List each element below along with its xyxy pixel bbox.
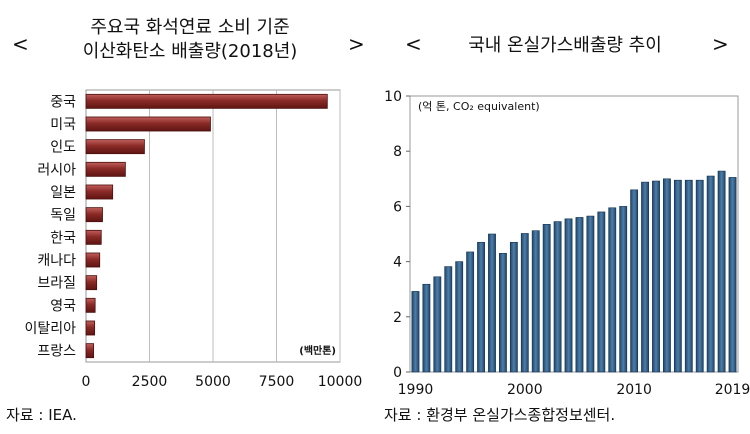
right-bar	[488, 233, 496, 373]
right-bar	[652, 180, 660, 373]
right-bar	[531, 230, 540, 373]
right-chart-title: 국내 온실가스배출량 추이	[468, 35, 662, 56]
right-bar	[553, 221, 562, 373]
right-x-tick-label: 1990	[398, 382, 434, 398]
right-x-tick-label: 2000	[507, 382, 543, 398]
right-bar	[586, 215, 595, 373]
right-bar	[455, 261, 464, 373]
right-y-tick-label: 0	[393, 365, 402, 381]
left-bar	[85, 297, 96, 313]
right-source-note: 자료 : 환경부 온실가스종합정보센터.	[384, 406, 616, 424]
right-bar	[641, 181, 649, 373]
left-chart-title: 주요국 화석연료 소비 기준 이산화탄소 배출량(2018년)	[40, 16, 340, 64]
left-x-tick-label: 5000	[195, 374, 231, 390]
right-bar	[575, 217, 584, 373]
left-bar	[85, 207, 103, 223]
left-prev-arrow-icon[interactable]: <	[12, 32, 29, 56]
right-bar	[673, 179, 682, 373]
right-bar	[520, 233, 529, 373]
left-category-label: 영국	[50, 298, 76, 314]
right-bar	[444, 266, 453, 373]
right-y-tick-label: 6	[393, 199, 402, 215]
left-title-line2: 이산화탄소 배출량(2018년)	[82, 41, 298, 62]
left-category-label: 독일	[50, 208, 76, 224]
right-bar	[422, 283, 431, 373]
left-category-label: 미국	[50, 117, 76, 133]
right-y-tick-label: 4	[393, 255, 402, 271]
right-unit-label: (억 톤, CO₂ equivalent)	[418, 100, 540, 113]
right-bar	[411, 291, 420, 373]
right-bar	[728, 177, 737, 373]
left-category-label: 브라질	[37, 276, 76, 292]
left-bar	[85, 320, 96, 336]
right-bar	[466, 251, 475, 373]
right-bar	[706, 175, 715, 373]
left-category-label: 중국	[50, 94, 76, 110]
left-unit-label: (백만톤)	[299, 344, 336, 357]
right-bar	[695, 179, 704, 373]
left-category-label: 러시아	[37, 162, 76, 178]
left-bar	[85, 275, 98, 291]
left-category-label: 인도	[50, 140, 76, 156]
left-next-arrow-icon[interactable]: >	[348, 32, 365, 56]
right-y-tick-label: 8	[393, 144, 402, 160]
left-x-tick-label: 7500	[259, 374, 295, 390]
left-category-label: 이탈리아	[24, 321, 76, 337]
left-category-label: 일본	[50, 185, 76, 201]
right-bar	[608, 207, 617, 373]
right-bar	[542, 224, 551, 373]
right-bar	[663, 178, 671, 373]
left-category-label: 한국	[50, 230, 76, 246]
right-bar	[509, 241, 518, 373]
left-source-note: 자료 : IEA.	[6, 406, 77, 424]
left-bar	[85, 252, 101, 268]
left-x-tick-label: 2500	[132, 374, 168, 390]
left-bar	[85, 343, 95, 359]
left-bar	[85, 184, 114, 200]
left-bar	[85, 93, 328, 109]
left-bar	[85, 161, 126, 177]
right-bar	[684, 179, 693, 373]
left-category-label: 캐나다	[37, 253, 76, 269]
right-plot-area	[409, 95, 739, 373]
right-bar	[477, 241, 485, 373]
right-bar	[499, 253, 507, 373]
right-bar	[619, 206, 628, 373]
right-bar	[597, 211, 606, 373]
right-x-tick-label: 2010	[616, 382, 652, 398]
right-bar	[564, 218, 573, 373]
right-bar	[433, 276, 442, 373]
left-bar	[85, 139, 145, 155]
right-x-tick-label: 2019	[715, 382, 750, 398]
right-bar	[630, 189, 639, 373]
right-y-tick-label: 10	[384, 89, 402, 105]
right-bar	[717, 170, 726, 373]
left-bar	[85, 229, 102, 245]
left-title-line1: 주요국 화석연료 소비 기준	[90, 17, 290, 38]
right-prev-arrow-icon[interactable]: <	[405, 32, 422, 56]
right-next-arrow-icon[interactable]: >	[712, 32, 729, 56]
left-x-tick-label: 10000	[318, 374, 363, 390]
left-bar	[85, 116, 211, 132]
left-category-label: 프랑스	[37, 344, 76, 360]
left-x-tick-label: 0	[82, 374, 91, 390]
right-y-tick-label: 2	[393, 310, 402, 326]
